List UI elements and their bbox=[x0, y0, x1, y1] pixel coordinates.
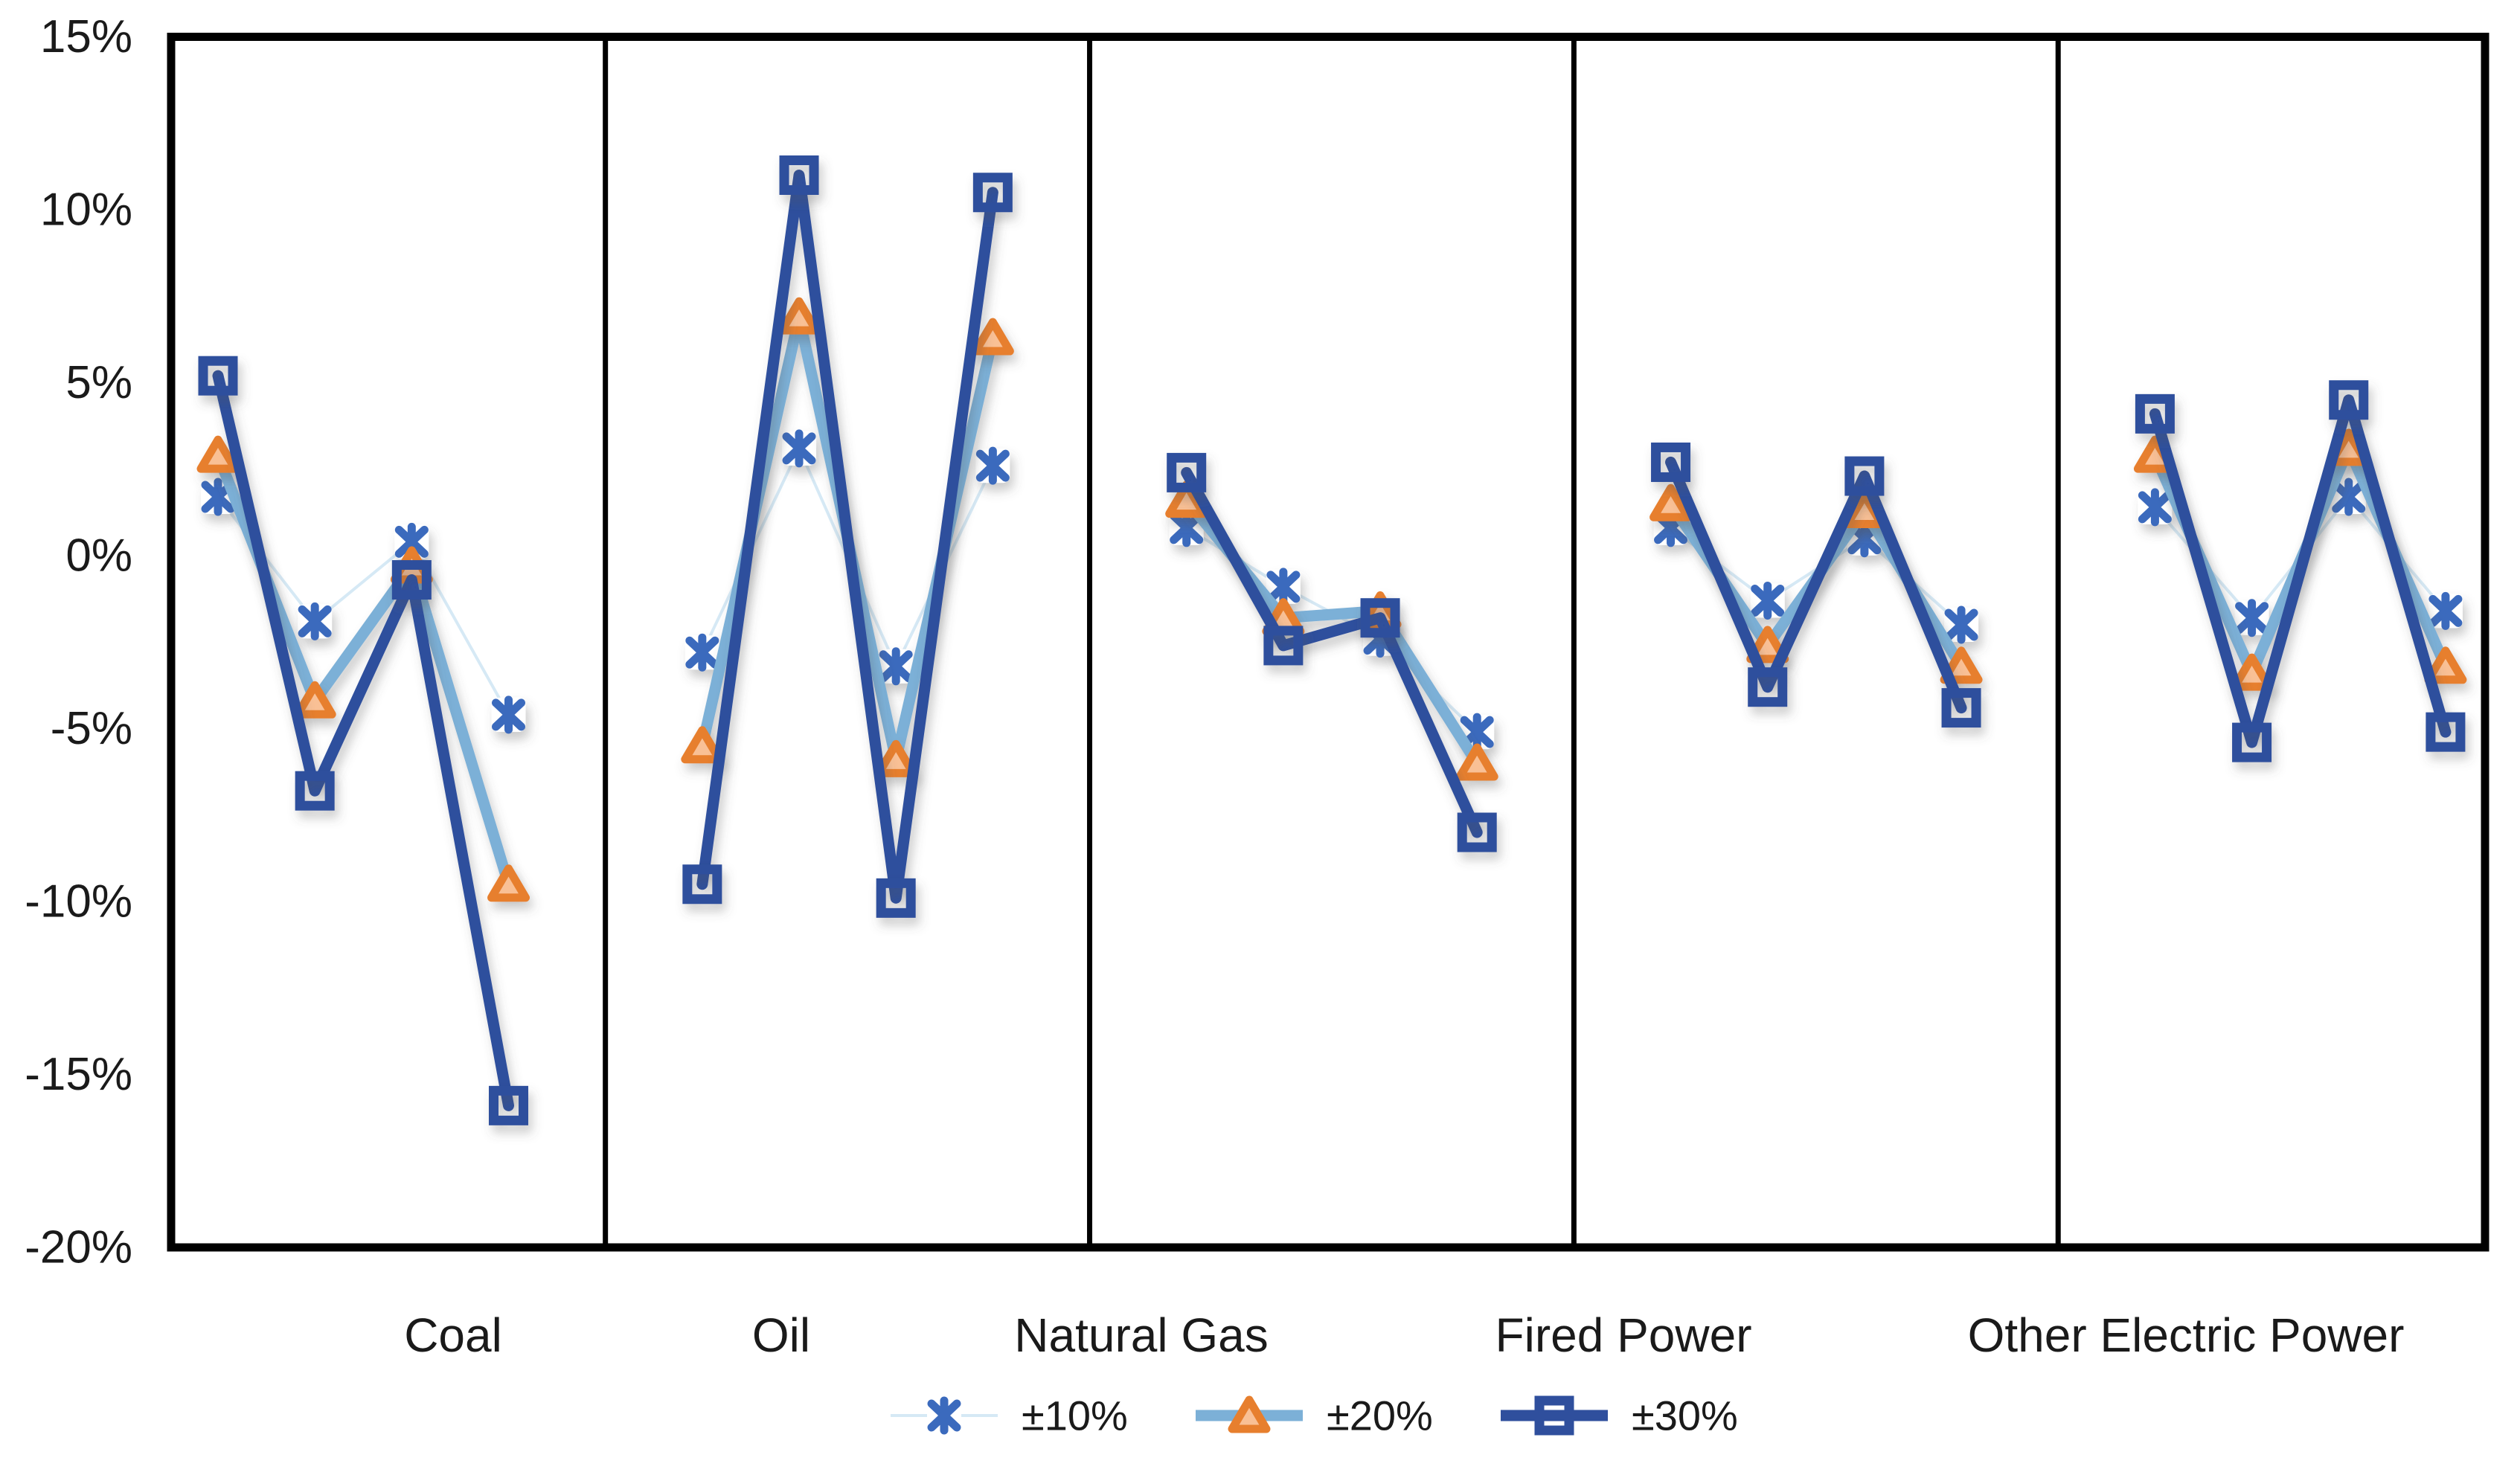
triangle-marker bbox=[487, 864, 530, 902]
plot-area bbox=[171, 36, 2485, 1247]
square-marker bbox=[1360, 598, 1400, 638]
x-marker bbox=[2331, 478, 2366, 516]
square-marker bbox=[876, 878, 916, 918]
series-±30% bbox=[212, 170, 2452, 1111]
legend-label: ±30% bbox=[1632, 1392, 1738, 1439]
square-marker bbox=[1457, 812, 1497, 852]
square-marker bbox=[2329, 380, 2369, 420]
triangle-marker bbox=[681, 726, 724, 764]
y-axis-tick-label: -5% bbox=[51, 703, 132, 754]
series-line-±30% bbox=[212, 370, 515, 1111]
square-marker bbox=[1941, 688, 1981, 728]
triangle-marker bbox=[1455, 743, 1498, 781]
legend-label: ±20% bbox=[1327, 1392, 1433, 1439]
y-axis-tick-label: 0% bbox=[65, 530, 132, 582]
triangle-marker bbox=[293, 681, 336, 719]
series-line-±30% bbox=[1181, 466, 1483, 838]
square-marker bbox=[1167, 452, 1207, 492]
y-axis-tick-label: 10% bbox=[40, 184, 132, 236]
x-marker bbox=[782, 429, 817, 468]
x-marker bbox=[2234, 599, 2269, 637]
x-marker bbox=[298, 602, 333, 640]
x-marker bbox=[927, 1396, 961, 1435]
square-marker bbox=[2426, 712, 2466, 752]
x-marker bbox=[879, 647, 914, 686]
triangle-marker bbox=[1649, 483, 1693, 521]
y-axis-tick-label: 5% bbox=[65, 357, 132, 408]
square-marker bbox=[1748, 667, 1788, 707]
x-marker bbox=[1266, 568, 1301, 606]
square-marker bbox=[779, 155, 819, 195]
x-marker bbox=[2428, 591, 2463, 630]
square-marker bbox=[391, 560, 432, 600]
triangle-marker bbox=[778, 297, 821, 335]
triangle-marker bbox=[1940, 646, 1983, 684]
series-markers-±30% bbox=[198, 155, 2466, 1125]
triangle-marker bbox=[196, 435, 240, 473]
square-marker bbox=[2232, 722, 2272, 762]
x-marker bbox=[1169, 509, 1204, 547]
series-line-±30% bbox=[2149, 394, 2452, 748]
x-marker bbox=[975, 446, 1010, 485]
triangle-marker bbox=[1228, 1395, 1271, 1433]
x-marker bbox=[2138, 488, 2173, 527]
category-label: Other Electric Power bbox=[1968, 1308, 2405, 1362]
square-marker bbox=[1844, 456, 1885, 496]
x-marker bbox=[394, 522, 429, 561]
legend-item: ±30% bbox=[1501, 1392, 1738, 1439]
plot-border bbox=[167, 33, 2489, 1252]
y-axis-tick-label: 15% bbox=[40, 11, 132, 62]
x-marker bbox=[491, 695, 526, 734]
y-axis-tick-label: -15% bbox=[25, 1049, 132, 1100]
triangle-marker bbox=[2231, 653, 2274, 691]
series-line-±30% bbox=[696, 170, 998, 904]
legend-item: ±10% bbox=[891, 1392, 1128, 1439]
x-marker bbox=[1750, 581, 1785, 620]
x-marker bbox=[684, 633, 719, 672]
square-marker bbox=[682, 864, 722, 905]
square-marker bbox=[295, 771, 335, 811]
square-marker bbox=[1651, 442, 1691, 482]
category-label: Oil bbox=[752, 1308, 810, 1362]
category-label: Natural Gas bbox=[1014, 1308, 1268, 1362]
square-marker bbox=[1534, 1395, 1574, 1436]
x-marker bbox=[1944, 605, 1979, 644]
legend-label: ±10% bbox=[1022, 1392, 1128, 1439]
y-axis-tick-label: -10% bbox=[25, 876, 132, 928]
legend-item: ±20% bbox=[1196, 1392, 1433, 1439]
y-axis-tick-label: -20% bbox=[25, 1222, 132, 1273]
square-marker bbox=[972, 173, 1013, 213]
series-line-±30% bbox=[1665, 456, 1967, 714]
square-marker bbox=[489, 1085, 529, 1125]
triangle-marker bbox=[874, 739, 917, 777]
square-marker bbox=[1263, 626, 1304, 666]
square-marker bbox=[2135, 393, 2175, 434]
triangle-marker bbox=[2424, 646, 2467, 684]
square-marker bbox=[198, 356, 238, 396]
triangle-marker bbox=[971, 318, 1014, 356]
category-label: Fired Power bbox=[1495, 1308, 1752, 1362]
category-label: Coal bbox=[404, 1308, 502, 1362]
triangle-marker bbox=[1746, 626, 1789, 664]
